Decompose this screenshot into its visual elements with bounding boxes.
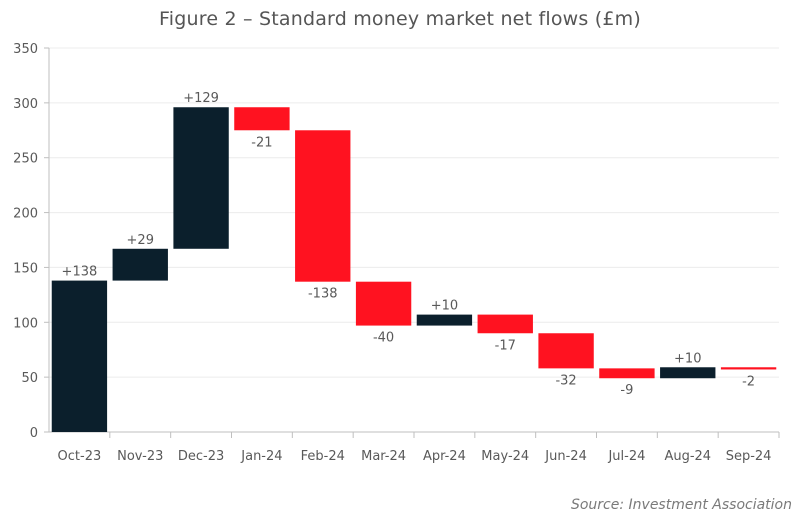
x-tick-label: Jul-24 xyxy=(607,449,645,464)
x-tick-label: Nov-23 xyxy=(117,449,163,464)
y-tick-label: 100 xyxy=(13,316,38,331)
x-tick-label: Jun-24 xyxy=(544,449,587,464)
x-tick-label: Dec-23 xyxy=(178,449,224,464)
y-tick-label: 250 xyxy=(13,152,38,167)
y-tick-label: 300 xyxy=(13,97,38,112)
bar-Jul-24 xyxy=(599,368,655,379)
x-tick-label: Oct-23 xyxy=(58,449,102,464)
x-tick-label: Feb-24 xyxy=(301,449,345,464)
chart-title: Figure 2 – Standard money market net flo… xyxy=(159,8,641,30)
y-tick-label: 200 xyxy=(13,207,38,222)
data-label: +10 xyxy=(674,351,701,366)
x-tick-label: Sep-24 xyxy=(726,449,772,464)
x-tick-label: Mar-24 xyxy=(361,449,406,464)
data-label: -32 xyxy=(555,373,576,388)
source-note: Source: Investment Association xyxy=(570,497,792,513)
data-label: +138 xyxy=(62,265,98,280)
bar-May-24 xyxy=(477,314,533,334)
data-label: -17 xyxy=(495,338,516,353)
data-label: +29 xyxy=(127,233,154,248)
bar-Sep-24 xyxy=(720,367,777,370)
bar-Dec-23 xyxy=(173,107,229,249)
data-label: -2 xyxy=(742,374,755,389)
data-label: -40 xyxy=(373,331,394,346)
x-tick-label: Aug-24 xyxy=(664,449,711,464)
x-tick-label: May-24 xyxy=(481,449,529,464)
x-tick-label: Jan-24 xyxy=(240,449,282,464)
gridlines xyxy=(49,47,779,378)
bar-Jan-24 xyxy=(234,107,290,131)
bar-Jun-24 xyxy=(538,333,594,369)
x-tick-label: Apr-24 xyxy=(423,449,466,464)
y-tick-label: 50 xyxy=(21,371,38,386)
bar-Apr-24 xyxy=(416,314,473,326)
data-label: +10 xyxy=(431,299,458,314)
y-tick-label: 350 xyxy=(13,42,38,57)
data-label: +129 xyxy=(183,91,219,106)
bar-Mar-24 xyxy=(355,281,412,326)
y-tick-label: 150 xyxy=(13,261,38,276)
y-tick-label: 0 xyxy=(30,426,38,441)
data-label: -9 xyxy=(620,383,633,398)
bar-Oct-23 xyxy=(51,280,108,432)
bar-Nov-23 xyxy=(112,248,168,281)
bars xyxy=(51,107,777,432)
data-labels: +138 +29 +129 -21 -138 -40 +10 -17 -32 -9 +10 -2 xyxy=(62,91,756,398)
bar-Aug-24 xyxy=(660,367,716,379)
data-label: -21 xyxy=(251,135,272,150)
bar-Feb-24 xyxy=(295,130,351,282)
axes: 0 50 100 150 200 250 300 350 Oct-23 Nov-23 Dec-23 J… xyxy=(13,42,780,464)
data-label: -138 xyxy=(308,287,338,302)
